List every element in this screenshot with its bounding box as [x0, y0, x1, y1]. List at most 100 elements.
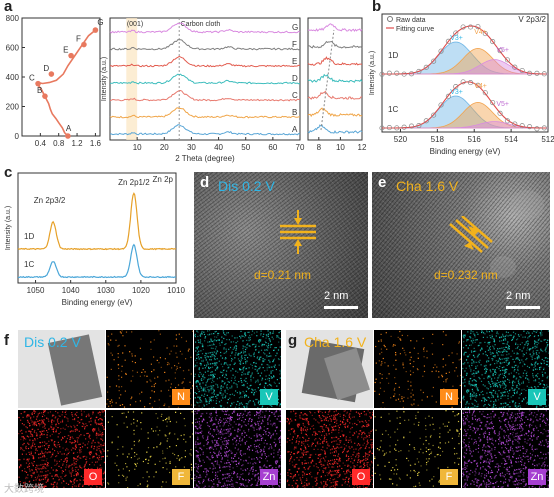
map-pixel [56, 483, 58, 485]
map-pixel [48, 420, 50, 422]
map-pixel [216, 454, 218, 456]
panel-label-c: c [4, 164, 13, 181]
map-pixel [498, 376, 500, 378]
map-pixel [46, 474, 48, 476]
map-pixel [198, 443, 200, 445]
map-pixel [47, 462, 49, 464]
map-pixel [486, 361, 488, 363]
map-pixel [548, 352, 549, 354]
map-pixel [224, 462, 226, 464]
map-pixel [289, 421, 291, 423]
map-pixel [527, 347, 529, 349]
map-pixel [346, 451, 348, 453]
map-pixel [537, 373, 539, 375]
map-pixel [448, 371, 450, 373]
map-pixel [258, 428, 260, 430]
map-pixel [225, 363, 228, 365]
map-pixel [259, 466, 261, 468]
map-pixel [479, 342, 481, 344]
map-pixel [526, 349, 528, 351]
map-pixel [487, 396, 489, 398]
map-pixel [244, 406, 246, 408]
map-pixel [164, 419, 167, 421]
map-pixel [359, 448, 361, 450]
map-pixel [230, 424, 232, 426]
map-pixel [229, 364, 231, 366]
map-pixel [201, 421, 203, 423]
map-pixel [505, 385, 507, 387]
map-pixel [121, 474, 124, 476]
map-pixel [482, 353, 484, 355]
map-pixel [237, 352, 239, 354]
map-pixel [292, 464, 294, 466]
map-pixel [139, 400, 141, 402]
map-pixel [253, 435, 255, 437]
map-pixel [506, 391, 509, 393]
map-pixel [327, 443, 329, 445]
map-pixel [473, 347, 475, 349]
map-pixel [258, 345, 260, 347]
map-pixel [237, 353, 239, 355]
map-pixel [33, 421, 35, 423]
map-pixel [197, 346, 199, 348]
map-pixel [493, 339, 495, 341]
map-pixel [95, 461, 97, 463]
map-pixel [504, 343, 506, 345]
map-pixel [70, 481, 73, 483]
map-pixel [484, 404, 486, 406]
map-pixel [190, 356, 192, 358]
map-pixel [27, 474, 29, 476]
map-pixel [139, 393, 141, 395]
map-pixel [77, 439, 79, 441]
map-pixel [254, 446, 256, 448]
map-pixel [213, 376, 215, 378]
map-pixel [158, 330, 160, 332]
map-pixel [250, 484, 252, 487]
map-pixel [149, 456, 151, 458]
map-pixel [218, 454, 220, 456]
map-pixel [496, 384, 498, 386]
map-pixel [477, 390, 479, 392]
map-pixel [268, 352, 271, 354]
map-pixel [224, 390, 226, 392]
map-pixel [217, 431, 219, 433]
map-pixel [169, 420, 171, 423]
map-pixel [266, 354, 268, 356]
map-pixel [487, 349, 489, 351]
map-pixel [234, 410, 236, 412]
map-pixel [474, 395, 476, 397]
map-pixel [354, 442, 356, 444]
map-pixel [361, 460, 363, 462]
map-pixel [213, 429, 215, 431]
map-pixel [88, 413, 90, 415]
map-pixel [519, 349, 521, 351]
map-pixel [162, 467, 164, 469]
map-pixel [355, 411, 357, 413]
map-pixel [218, 360, 220, 362]
map-pixel [100, 467, 102, 469]
map-pixel [287, 472, 289, 474]
map-pixel [196, 432, 198, 434]
map-pixel [534, 386, 536, 388]
map-pixel [246, 468, 249, 470]
map-pixel [32, 445, 34, 447]
map-pixel [214, 339, 216, 341]
map-pixel [47, 474, 49, 476]
map-pixel [470, 332, 472, 334]
map-pixel [503, 374, 505, 377]
map-pixel [346, 460, 348, 462]
map-pixel [472, 395, 474, 397]
map-pixel [125, 373, 127, 375]
map-pixel [157, 434, 159, 436]
state-marker-label: A [66, 124, 72, 133]
map-pixel [114, 462, 116, 464]
map-pixel [69, 436, 71, 438]
map-pixel [331, 430, 333, 432]
map-pixel [316, 482, 318, 484]
map-pixel [338, 475, 341, 478]
map-pixel [64, 416, 66, 418]
map-pixel [274, 422, 276, 424]
map-pixel [525, 341, 527, 343]
map-pixel [199, 476, 201, 478]
map-pixel [278, 332, 280, 334]
